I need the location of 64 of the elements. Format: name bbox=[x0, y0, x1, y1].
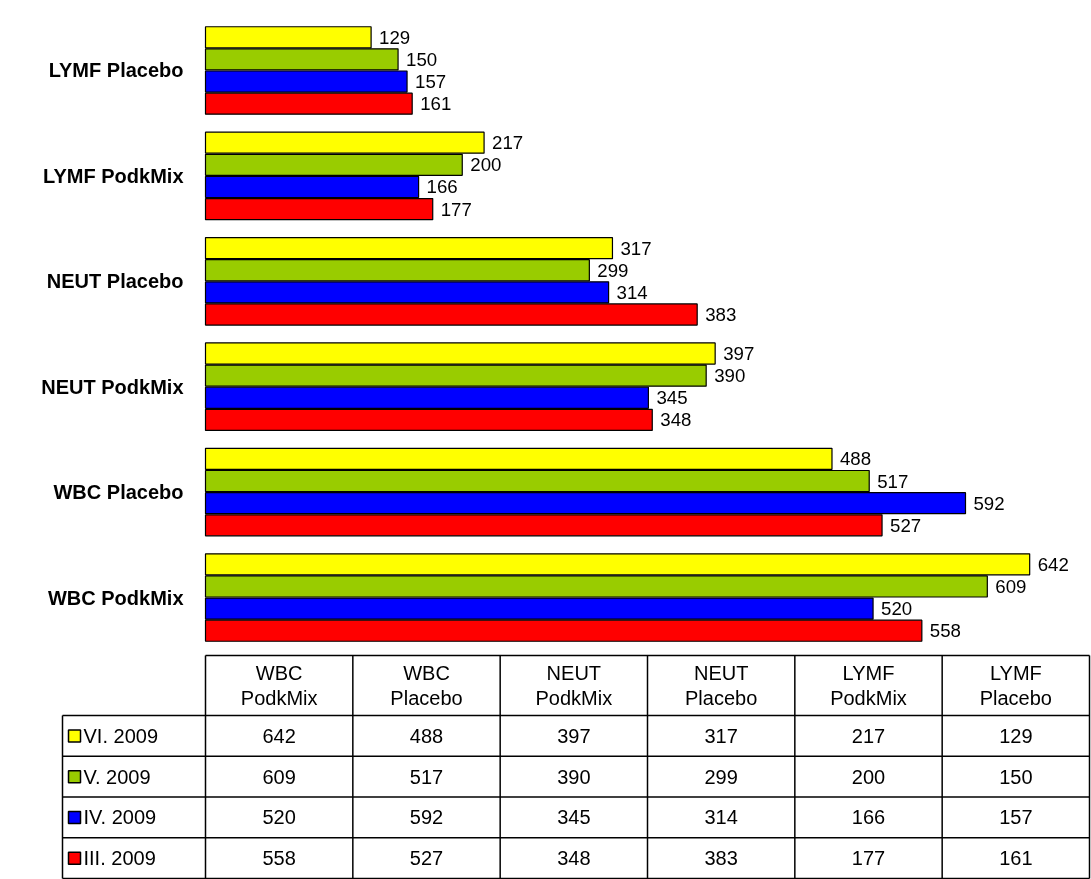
data-label: 348 bbox=[660, 409, 692, 431]
text: 299 bbox=[704, 765, 738, 788]
data-label: 390 bbox=[714, 365, 746, 387]
data-label: 150 bbox=[406, 48, 438, 70]
text: 217 bbox=[851, 724, 886, 747]
data-label: 488 bbox=[839, 448, 872, 470]
text: 558 bbox=[262, 847, 296, 870]
data-label: 299 bbox=[597, 259, 629, 281]
data-label: 383 bbox=[705, 304, 737, 325]
legend-label: III. 2009 bbox=[83, 847, 156, 870]
text: 390 bbox=[557, 765, 591, 788]
data-label: 317 bbox=[620, 237, 652, 259]
text: 166 bbox=[851, 806, 886, 829]
data-label: 345 bbox=[656, 387, 688, 409]
text: 383 bbox=[704, 847, 738, 870]
y-tick-label: LYMF PodkMix bbox=[43, 164, 184, 187]
data-label: 592 bbox=[973, 492, 1005, 514]
text: 592 bbox=[409, 806, 444, 829]
legend-label: V. 2009 bbox=[83, 765, 151, 788]
data-label: 397 bbox=[723, 343, 755, 364]
data-label: 609 bbox=[995, 575, 1027, 597]
text: 517 bbox=[409, 765, 444, 788]
text: 345 bbox=[557, 806, 591, 829]
category-label: LYMF Placebo bbox=[979, 662, 1052, 709]
text: 520 bbox=[262, 806, 296, 829]
legend-label: IV. 2009 bbox=[83, 806, 157, 829]
data-label: 558 bbox=[929, 620, 961, 642]
y-tick-label: NEUT Placebo bbox=[46, 270, 184, 293]
category-label: WBC PodkMix bbox=[240, 662, 318, 709]
data-label: 314 bbox=[616, 281, 648, 303]
data-label: 157 bbox=[415, 71, 447, 93]
y-tick-label: LYMF Placebo bbox=[48, 59, 184, 82]
text: 200 bbox=[851, 765, 886, 788]
data-label: 527 bbox=[890, 514, 922, 536]
category-label: WBC Placebo bbox=[390, 662, 463, 709]
data-label: 520 bbox=[881, 598, 913, 620]
text: 150 bbox=[999, 765, 1033, 788]
data-label: 129 bbox=[379, 26, 411, 48]
text: 129 bbox=[999, 724, 1033, 747]
text: 397 bbox=[557, 724, 591, 747]
legend-label: VI. 2009 bbox=[83, 724, 159, 747]
data-label: 177 bbox=[440, 198, 472, 220]
text: 527 bbox=[409, 847, 444, 870]
data-label: 217 bbox=[492, 132, 524, 154]
text: 317 bbox=[704, 724, 738, 747]
data-label: 200 bbox=[470, 154, 502, 176]
text: 161 bbox=[999, 847, 1033, 870]
data-label: 642 bbox=[1037, 553, 1069, 575]
data-label: 166 bbox=[426, 176, 458, 198]
category-label: NEUT Placebo bbox=[685, 662, 758, 709]
data-label: 517 bbox=[877, 470, 909, 492]
text: 642 bbox=[262, 724, 296, 747]
y-tick-label: NEUT PodkMix bbox=[41, 375, 184, 398]
text: 177 bbox=[851, 847, 886, 870]
text: 348 bbox=[557, 847, 591, 870]
category-label: LYMF PodkMix bbox=[830, 662, 907, 709]
y-tick-label: WBC Placebo bbox=[53, 481, 184, 504]
data-label: 161 bbox=[420, 93, 452, 115]
text: 488 bbox=[409, 724, 444, 747]
category-label: NEUT PodkMix bbox=[535, 662, 613, 709]
text: 314 bbox=[704, 806, 738, 829]
y-tick-label: WBC PodkMix bbox=[47, 586, 184, 609]
text: 157 bbox=[999, 806, 1033, 829]
text: 609 bbox=[262, 765, 296, 788]
